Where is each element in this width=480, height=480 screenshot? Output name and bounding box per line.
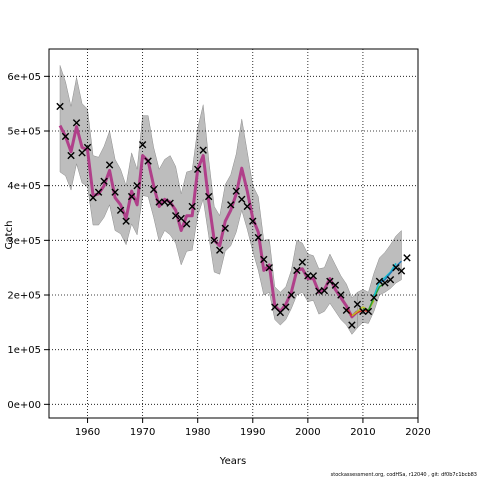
observed-point xyxy=(348,321,356,329)
observed-point xyxy=(116,206,125,214)
observed-point xyxy=(188,202,196,211)
plot-frame xyxy=(48,48,419,419)
fit-line-recent xyxy=(345,308,369,317)
x-tick-label: 1960 xyxy=(75,427,100,438)
observed-point xyxy=(337,291,345,299)
observed-point xyxy=(149,185,158,194)
observed-point xyxy=(331,281,340,289)
observed-point xyxy=(221,224,229,233)
observed-point xyxy=(386,275,395,284)
observed-point xyxy=(359,307,367,316)
observed-point xyxy=(166,199,174,207)
observed-point xyxy=(320,286,329,295)
y-axis-title: Catch xyxy=(4,221,15,250)
plot-area: 1960 1970 1980 1990 2000 2010 2020 0e+00 1e+05 2e… xyxy=(7,48,431,438)
observed-point xyxy=(100,177,108,185)
y-tick-label: 2e+05 xyxy=(7,291,41,302)
fit-line xyxy=(58,124,359,319)
y-tick-label: 6e+05 xyxy=(7,72,41,83)
observed-point xyxy=(122,217,130,225)
observed-point xyxy=(276,308,285,317)
observed-point xyxy=(353,300,362,308)
observed-point xyxy=(216,246,224,254)
observed-point xyxy=(89,193,97,202)
observed-point xyxy=(111,188,119,196)
observed-point xyxy=(381,279,389,287)
observed-point xyxy=(238,195,246,204)
observed-point xyxy=(72,119,81,127)
observed-point xyxy=(105,161,114,169)
observed-point xyxy=(160,198,169,206)
observed-point xyxy=(56,102,64,111)
observed-point xyxy=(271,303,279,311)
x-tick-label: 2010 xyxy=(350,427,375,438)
observed-point xyxy=(364,307,373,316)
observed-point xyxy=(260,255,268,264)
observed-point xyxy=(265,263,273,272)
y-tick-label: 4e+05 xyxy=(7,181,41,192)
observed-point xyxy=(403,254,411,262)
observed-point xyxy=(171,212,180,220)
observed-point xyxy=(287,291,296,299)
observed-point xyxy=(210,236,218,245)
y-tick-label: 5e+05 xyxy=(7,127,41,138)
observed-point xyxy=(177,214,185,223)
x-tick-label: 2000 xyxy=(295,427,320,438)
observed-point xyxy=(370,294,378,302)
observed-point xyxy=(293,266,301,275)
observed-point xyxy=(205,192,213,201)
x-tick-label: 2020 xyxy=(405,427,430,438)
observed-point xyxy=(342,306,351,315)
observed-point xyxy=(144,157,152,165)
observed-point xyxy=(298,258,307,266)
x-tick-label: 1990 xyxy=(240,427,265,438)
observed-point xyxy=(282,303,290,311)
observed-point xyxy=(397,267,406,275)
observed-point xyxy=(227,201,235,209)
observed-point xyxy=(127,192,136,201)
observed-point xyxy=(243,202,251,211)
observed-point xyxy=(304,272,312,280)
observed-point xyxy=(67,151,75,160)
confidence-band-recent xyxy=(357,229,402,329)
footer-credit: stockassessment.org, codHSa, r12040 , gi… xyxy=(330,472,477,478)
observed-point xyxy=(133,181,141,190)
observed-point xyxy=(138,140,147,149)
x-axis-title: Years xyxy=(219,456,246,467)
observed-point xyxy=(182,220,191,228)
observed-point xyxy=(249,217,257,225)
observed-point xyxy=(309,272,318,280)
y-tick-label: 1e+05 xyxy=(7,345,41,356)
fit-line-recent xyxy=(373,262,397,297)
observed-point xyxy=(94,188,103,196)
observed-point xyxy=(61,132,70,141)
y-tick-label: 0e+00 xyxy=(7,400,41,411)
y-tick-label: 3e+05 xyxy=(7,236,41,247)
observed-point xyxy=(392,263,400,272)
x-tick-label: 1980 xyxy=(185,427,210,438)
observed-point xyxy=(155,198,163,206)
x-tick-label: 1970 xyxy=(130,427,155,438)
observed-point xyxy=(254,233,262,242)
observed-point xyxy=(199,146,207,154)
observed-point xyxy=(232,187,240,195)
observed-point xyxy=(78,149,86,157)
observed-point xyxy=(326,277,334,286)
observed-point xyxy=(83,143,92,152)
observed-point xyxy=(375,277,384,286)
observed-point xyxy=(194,165,202,173)
